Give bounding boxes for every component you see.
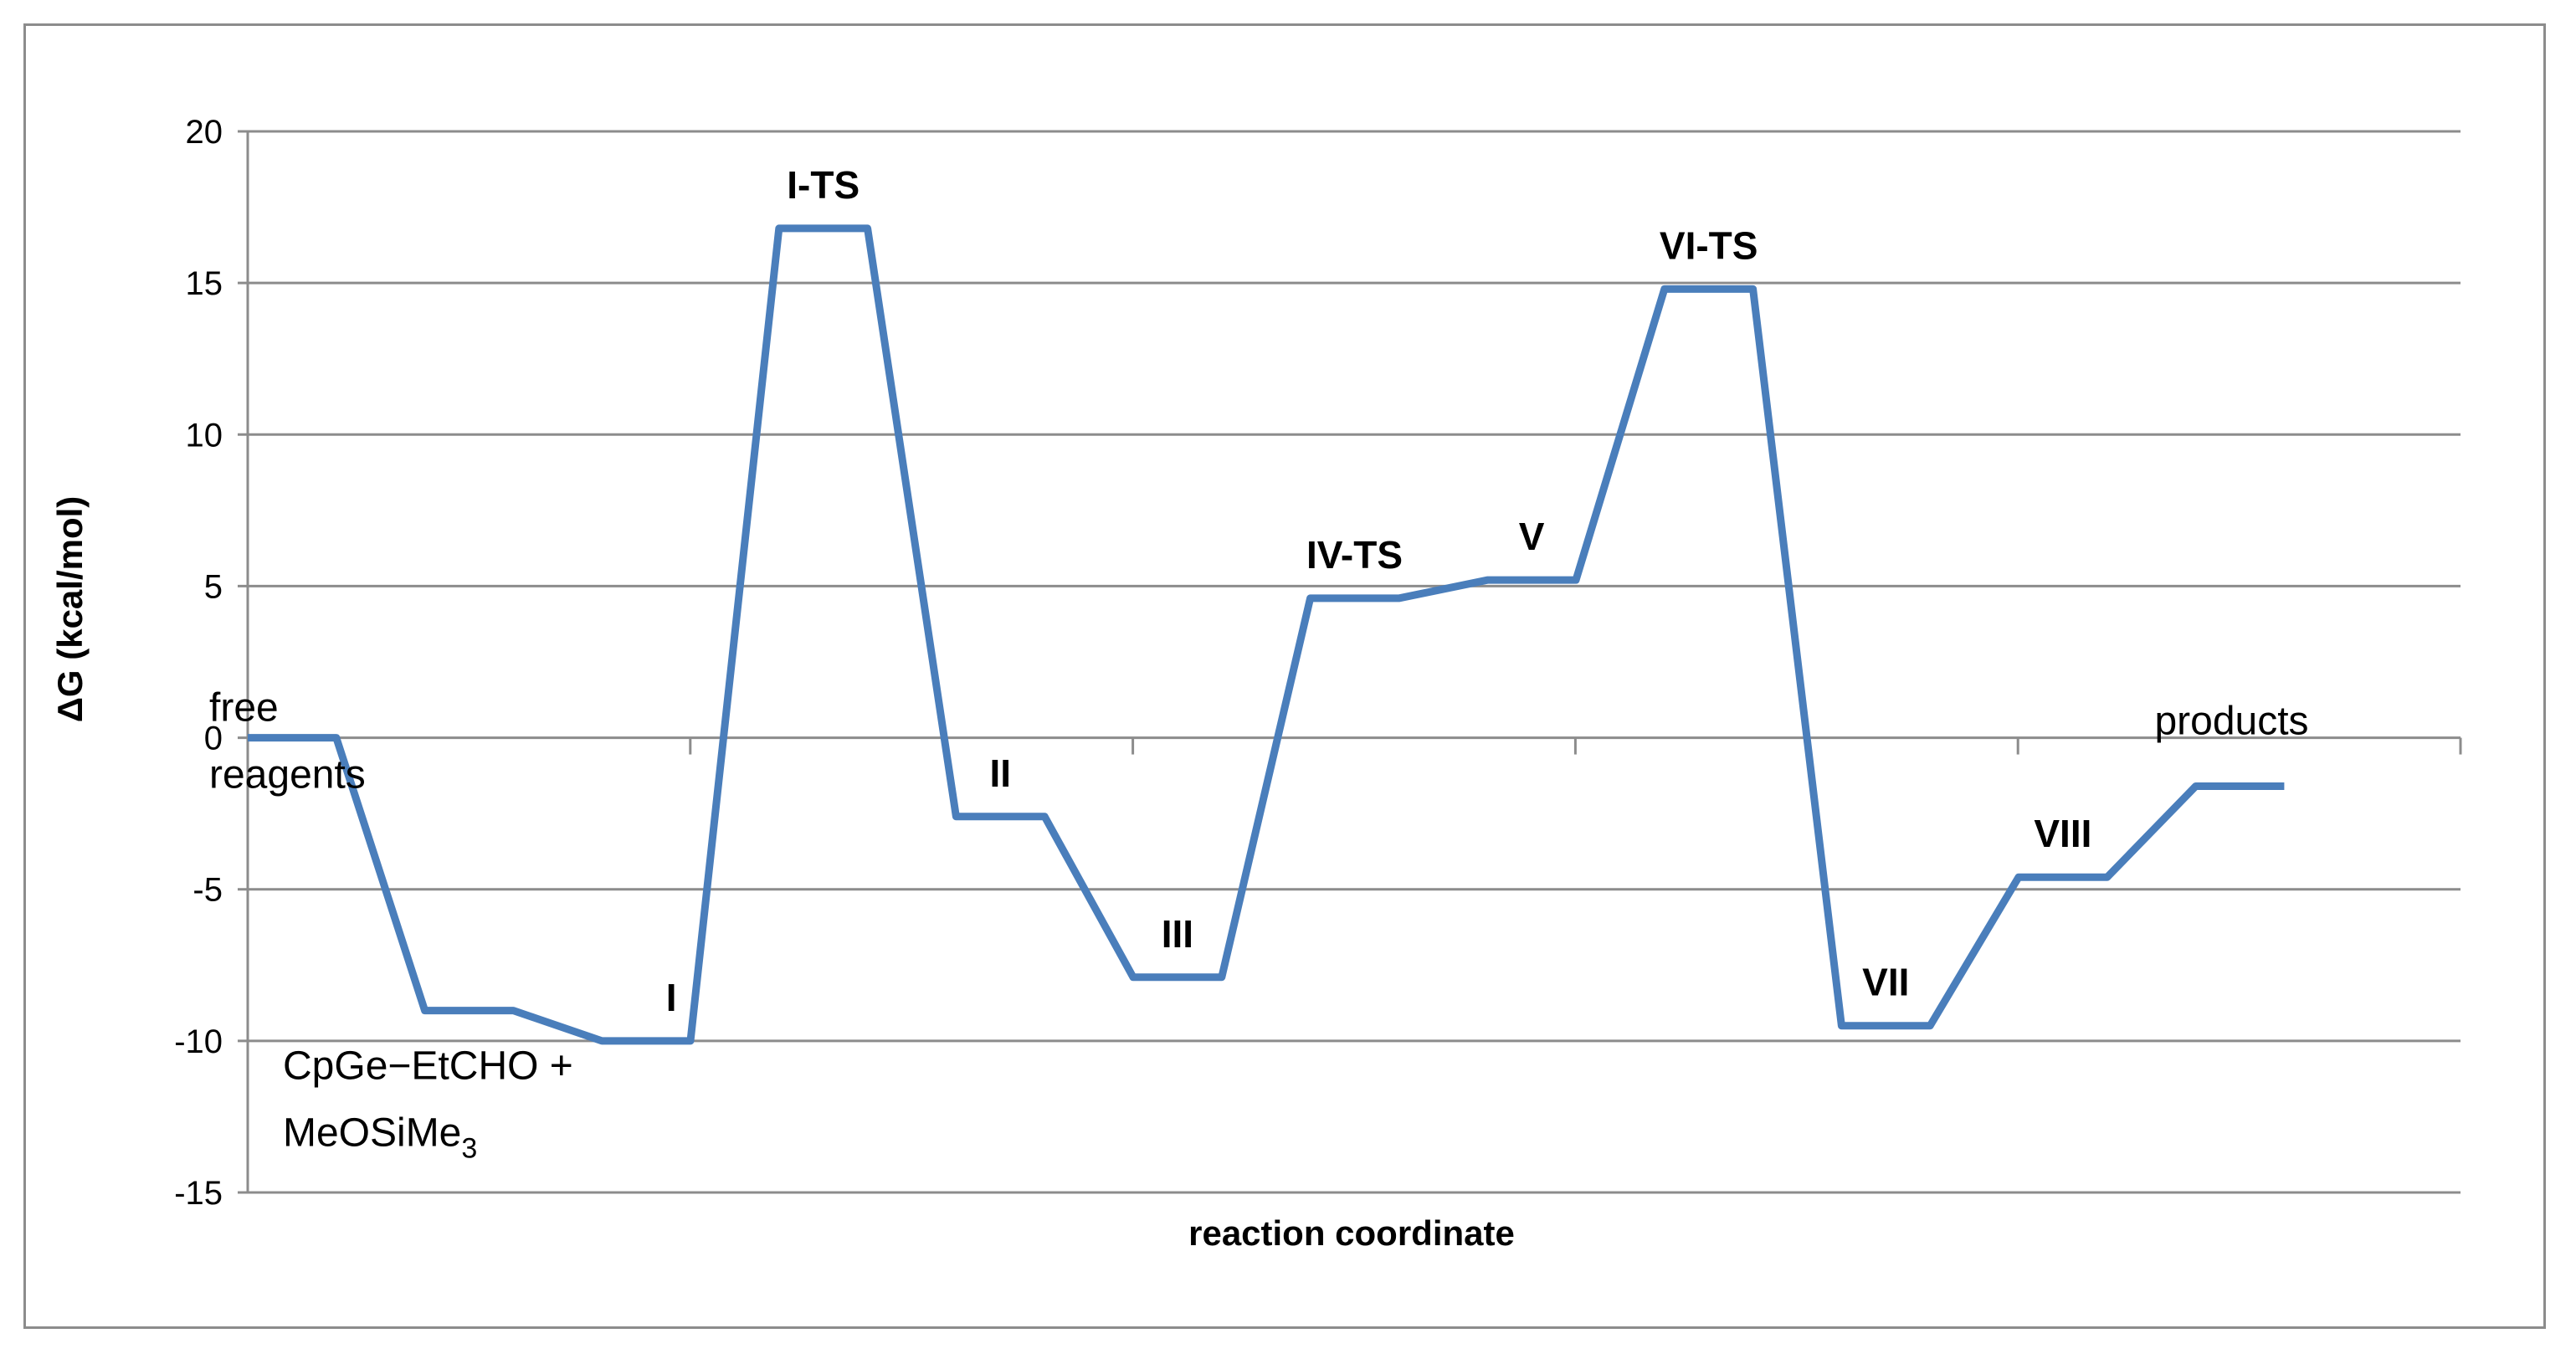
annotation-cpge-etcho: CpGe−EtCHO + bbox=[283, 1044, 573, 1089]
annotations: CpGe−EtCHO + MeOSiMe3 bbox=[283, 1044, 573, 1165]
y-tick-label: -10 bbox=[174, 1023, 223, 1060]
y-axis-title: ΔG (kcal/mol) bbox=[50, 496, 90, 723]
y-tick-label: 20 bbox=[186, 114, 223, 151]
level-label-free-reagents: free reagents bbox=[209, 686, 366, 797]
y-tick-label: 15 bbox=[186, 265, 223, 302]
y-tick-label: 10 bbox=[186, 417, 223, 454]
chart-frame bbox=[23, 23, 2546, 1329]
annotation-meosime3: MeOSiMe3 bbox=[283, 1111, 477, 1165]
level-label: I bbox=[666, 976, 677, 1019]
level-label: VII bbox=[1862, 961, 1909, 1004]
y-tick-label: 5 bbox=[204, 568, 223, 605]
level-label: III bbox=[1162, 912, 1193, 956]
y-tick-labels: 20 15 10 5 0 -5 -10 -15 bbox=[174, 114, 223, 1212]
level-label: IV-TS bbox=[1306, 533, 1403, 577]
x-axis-title: reaction coordinate bbox=[1188, 1213, 1515, 1253]
level-label-products: products bbox=[2154, 700, 2308, 744]
level-label: VIII bbox=[2034, 812, 2091, 855]
gridlines bbox=[238, 130, 2461, 1194]
y-tick-label: 0 bbox=[204, 721, 223, 757]
y-tick-label: -5 bbox=[192, 872, 223, 909]
x-tick-marks bbox=[246, 737, 2462, 755]
level-label: II bbox=[990, 751, 1012, 795]
level-label: V bbox=[1519, 515, 1545, 558]
y-tick-label: -15 bbox=[174, 1175, 223, 1212]
level-label: I-TS bbox=[787, 163, 860, 207]
energy-profile-line bbox=[248, 224, 2285, 1045]
level-label: VI-TS bbox=[1660, 223, 1758, 267]
